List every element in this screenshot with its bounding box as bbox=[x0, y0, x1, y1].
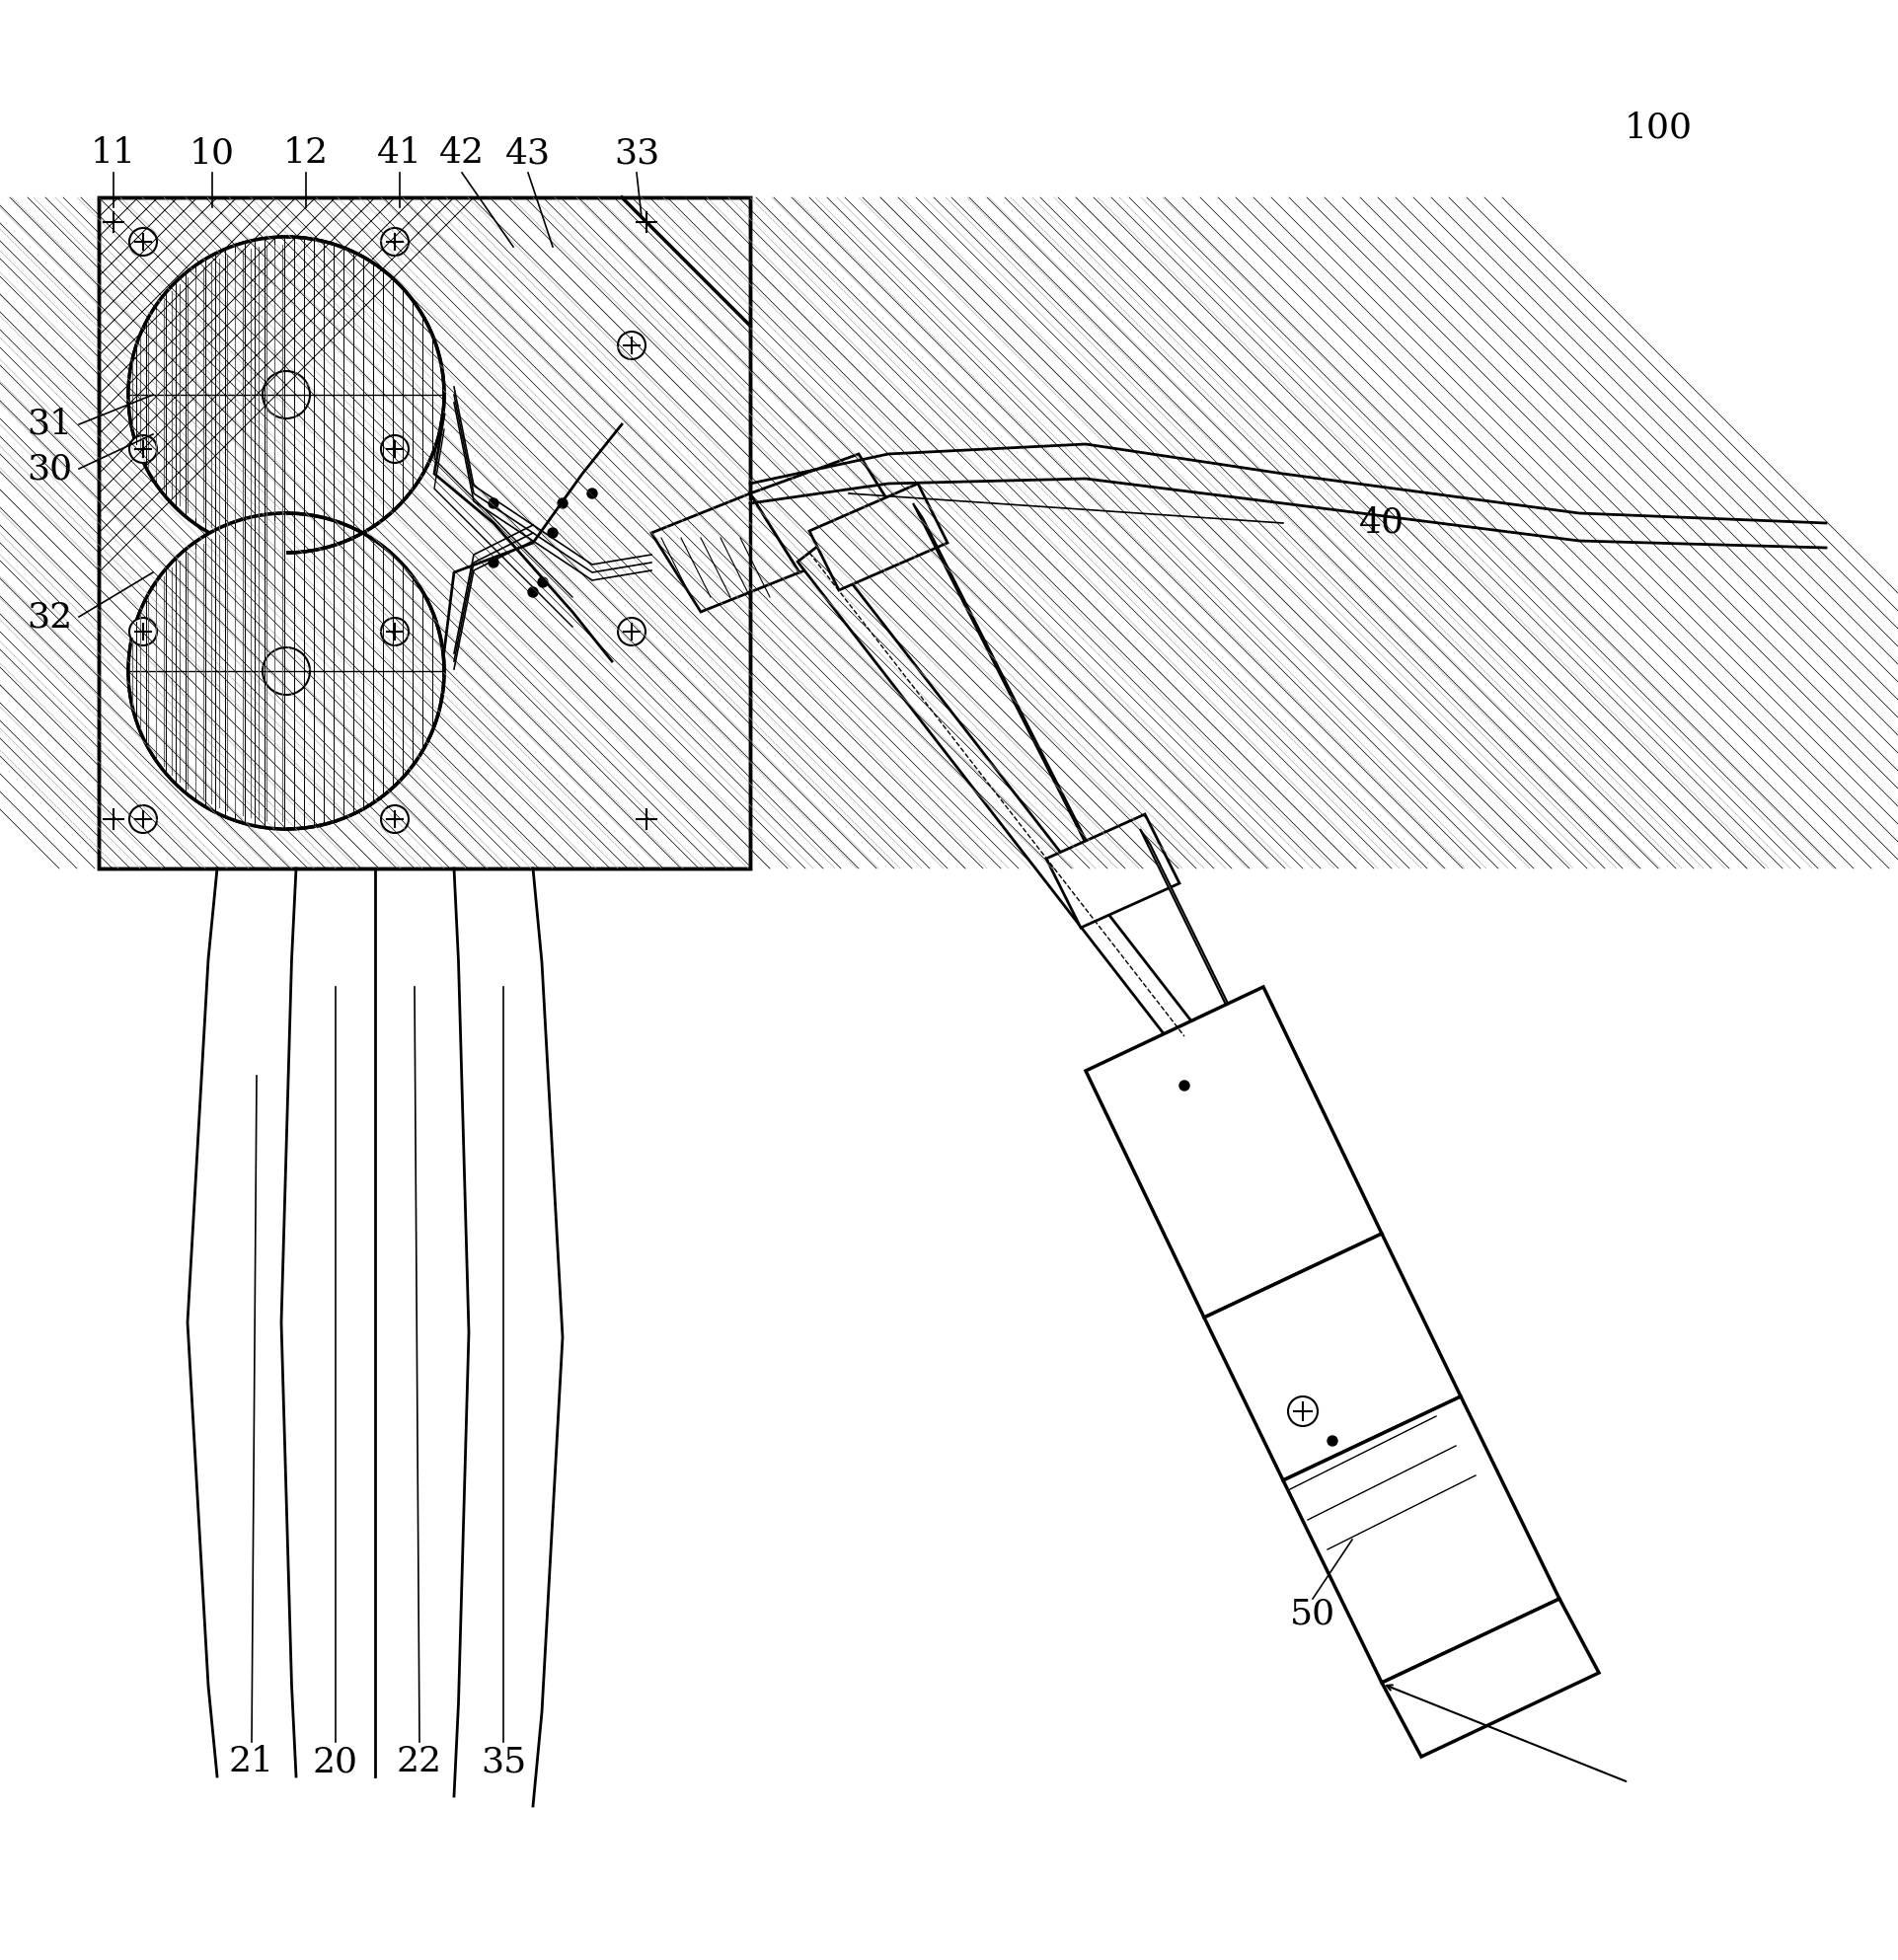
Polygon shape bbox=[129, 237, 287, 553]
Text: 42: 42 bbox=[438, 135, 484, 171]
Text: 21: 21 bbox=[230, 1744, 273, 1778]
Text: 11: 11 bbox=[91, 135, 137, 171]
Circle shape bbox=[586, 488, 596, 498]
Polygon shape bbox=[129, 514, 287, 829]
Polygon shape bbox=[913, 504, 1095, 858]
Text: 20: 20 bbox=[313, 1744, 359, 1778]
Polygon shape bbox=[1283, 1396, 1558, 1684]
Bar bbox=[99, 198, 750, 868]
Circle shape bbox=[129, 435, 158, 463]
Text: 30: 30 bbox=[27, 453, 72, 486]
Circle shape bbox=[381, 227, 408, 255]
Polygon shape bbox=[809, 484, 947, 590]
Text: 33: 33 bbox=[613, 135, 659, 171]
Circle shape bbox=[381, 806, 408, 833]
Circle shape bbox=[617, 331, 645, 359]
Circle shape bbox=[381, 617, 408, 645]
Text: 32: 32 bbox=[27, 600, 72, 633]
Text: 43: 43 bbox=[505, 135, 550, 171]
Polygon shape bbox=[1046, 813, 1179, 927]
Circle shape bbox=[488, 498, 497, 508]
Polygon shape bbox=[1086, 988, 1382, 1317]
Polygon shape bbox=[1382, 1599, 1598, 1756]
Text: 40: 40 bbox=[1359, 506, 1405, 539]
Circle shape bbox=[129, 806, 158, 833]
Circle shape bbox=[488, 557, 497, 568]
Circle shape bbox=[129, 617, 158, 645]
Text: 41: 41 bbox=[378, 135, 421, 171]
Circle shape bbox=[617, 617, 645, 645]
Text: 22: 22 bbox=[397, 1744, 442, 1778]
Circle shape bbox=[1287, 1396, 1317, 1427]
Circle shape bbox=[1179, 1080, 1188, 1090]
Circle shape bbox=[528, 588, 537, 598]
Text: 12: 12 bbox=[283, 135, 328, 171]
Text: 10: 10 bbox=[190, 135, 235, 171]
Polygon shape bbox=[797, 543, 1196, 1045]
Circle shape bbox=[537, 578, 547, 588]
Text: 31: 31 bbox=[27, 408, 72, 441]
Polygon shape bbox=[1203, 1233, 1460, 1480]
Polygon shape bbox=[651, 494, 799, 612]
Polygon shape bbox=[750, 455, 907, 572]
Circle shape bbox=[381, 435, 408, 463]
Circle shape bbox=[558, 498, 568, 508]
Text: 50: 50 bbox=[1289, 1597, 1334, 1631]
Bar bbox=[99, 198, 750, 868]
Circle shape bbox=[547, 527, 558, 537]
Circle shape bbox=[129, 227, 158, 255]
Text: 100: 100 bbox=[1623, 112, 1691, 145]
Text: 35: 35 bbox=[480, 1744, 526, 1778]
Circle shape bbox=[1327, 1437, 1336, 1446]
Polygon shape bbox=[1139, 829, 1258, 1066]
